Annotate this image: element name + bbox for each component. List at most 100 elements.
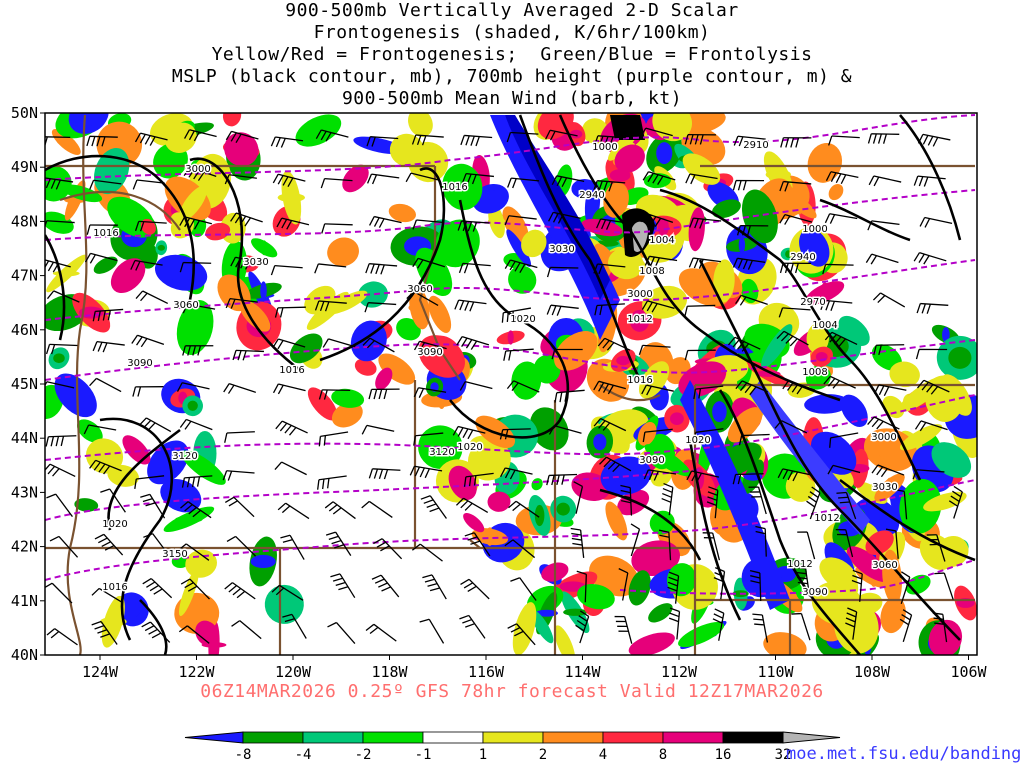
wind-barb bbox=[182, 345, 214, 356]
wind-barb bbox=[231, 620, 262, 640]
barb-flag bbox=[378, 582, 388, 588]
barb-flag bbox=[780, 137, 785, 148]
barb-flag bbox=[465, 135, 470, 146]
barb-flag bbox=[131, 334, 138, 344]
barb-flag bbox=[470, 340, 478, 350]
barb-flag bbox=[825, 171, 832, 181]
barb-flag bbox=[774, 420, 783, 429]
wind-barb bbox=[422, 574, 447, 600]
barb-flag bbox=[846, 612, 857, 618]
barb-flag bbox=[883, 386, 890, 397]
barb-flag bbox=[918, 176, 924, 187]
shade-cell-core bbox=[99, 617, 127, 627]
barb-flag bbox=[501, 312, 504, 323]
shade-cell bbox=[648, 603, 673, 623]
barb-flag bbox=[782, 380, 790, 390]
barb-flag bbox=[46, 493, 56, 499]
barb-flag bbox=[952, 490, 962, 498]
barb-flag bbox=[785, 335, 794, 344]
wind-barb bbox=[226, 535, 256, 557]
wind-barb bbox=[460, 578, 490, 600]
wind-barb bbox=[548, 211, 581, 224]
shade-cell bbox=[93, 256, 118, 274]
barb-shaft bbox=[410, 172, 439, 181]
isobar bbox=[899, 114, 962, 241]
barb-flag bbox=[142, 498, 153, 503]
wind-barb bbox=[546, 266, 579, 278]
wind-barb bbox=[620, 484, 633, 516]
lat-label: 41N bbox=[11, 592, 38, 610]
shade-cell-core bbox=[539, 362, 555, 376]
barb-flag bbox=[289, 427, 297, 436]
barb-flag bbox=[811, 486, 821, 494]
shade-cell bbox=[307, 387, 338, 421]
wind-barb bbox=[693, 428, 724, 443]
barb-shaft bbox=[806, 531, 816, 560]
barb-flag bbox=[277, 340, 284, 350]
barb-flag bbox=[926, 303, 931, 314]
colorbar-segment bbox=[722, 731, 784, 744]
barb-shaft bbox=[328, 338, 356, 348]
lat-label: 40N bbox=[11, 646, 38, 664]
barb-flag bbox=[899, 618, 909, 626]
barb-flag bbox=[852, 574, 862, 580]
barb-flag bbox=[561, 474, 565, 485]
barb-flag bbox=[459, 300, 465, 311]
barb-flag bbox=[231, 620, 241, 627]
barb-flag bbox=[373, 468, 379, 479]
barb-shaft bbox=[152, 533, 170, 557]
barb-flag bbox=[376, 541, 386, 548]
wind-barb bbox=[684, 134, 716, 145]
wind-barb bbox=[867, 133, 900, 144]
barb-flag bbox=[519, 263, 526, 273]
barb-flag bbox=[271, 584, 280, 593]
shade-cell-core bbox=[429, 436, 452, 459]
wind-barb bbox=[641, 300, 675, 313]
shade-cell-core bbox=[656, 142, 673, 165]
wind-barb bbox=[915, 348, 948, 360]
barb-flag bbox=[52, 263, 59, 273]
shade-cell-core bbox=[131, 440, 141, 460]
border-line bbox=[59, 190, 181, 231]
barb-flag bbox=[423, 499, 434, 504]
credit-link[interactable]: moe.met.fsu.edu/banding bbox=[786, 744, 1022, 764]
barb-flag bbox=[318, 436, 322, 447]
barb-flag bbox=[475, 136, 480, 147]
barb-flag bbox=[462, 618, 472, 624]
wind-barb bbox=[140, 493, 166, 519]
barb-shaft bbox=[281, 461, 307, 476]
barb-flag bbox=[325, 531, 336, 536]
barb-flag bbox=[642, 432, 646, 443]
barb-flag bbox=[467, 536, 478, 541]
barb-flag bbox=[153, 588, 163, 595]
height-label: 2910 bbox=[743, 140, 768, 151]
barb-flag bbox=[618, 568, 629, 574]
wind-barb bbox=[280, 534, 305, 560]
height-contour bbox=[45, 189, 976, 241]
barb-flag bbox=[98, 463, 106, 473]
wind-barb bbox=[134, 220, 167, 232]
wind-barb bbox=[706, 486, 719, 519]
barb-flag bbox=[638, 345, 644, 356]
isobar-label: 1020 bbox=[457, 442, 482, 453]
barb-shaft bbox=[136, 179, 165, 184]
barb-flag bbox=[806, 500, 816, 508]
wind-barb bbox=[845, 607, 858, 640]
barb-flag bbox=[132, 179, 138, 190]
barb-flag bbox=[196, 476, 201, 487]
barb-flag bbox=[60, 436, 65, 447]
barb-flag bbox=[286, 220, 293, 230]
shade-cell-core bbox=[155, 454, 181, 471]
barb-shaft bbox=[575, 486, 584, 514]
barb-flag bbox=[824, 213, 831, 224]
barb-flag bbox=[661, 497, 672, 503]
shade-cell-core bbox=[855, 559, 882, 570]
barb-flag bbox=[872, 292, 881, 301]
wind-barb bbox=[828, 135, 860, 146]
wind-barb bbox=[510, 577, 537, 601]
barb-shaft bbox=[226, 431, 255, 434]
shade-cell-core bbox=[260, 281, 267, 301]
barb-flag bbox=[193, 170, 200, 180]
wind-barb bbox=[135, 290, 169, 305]
barb-flag bbox=[270, 265, 276, 276]
